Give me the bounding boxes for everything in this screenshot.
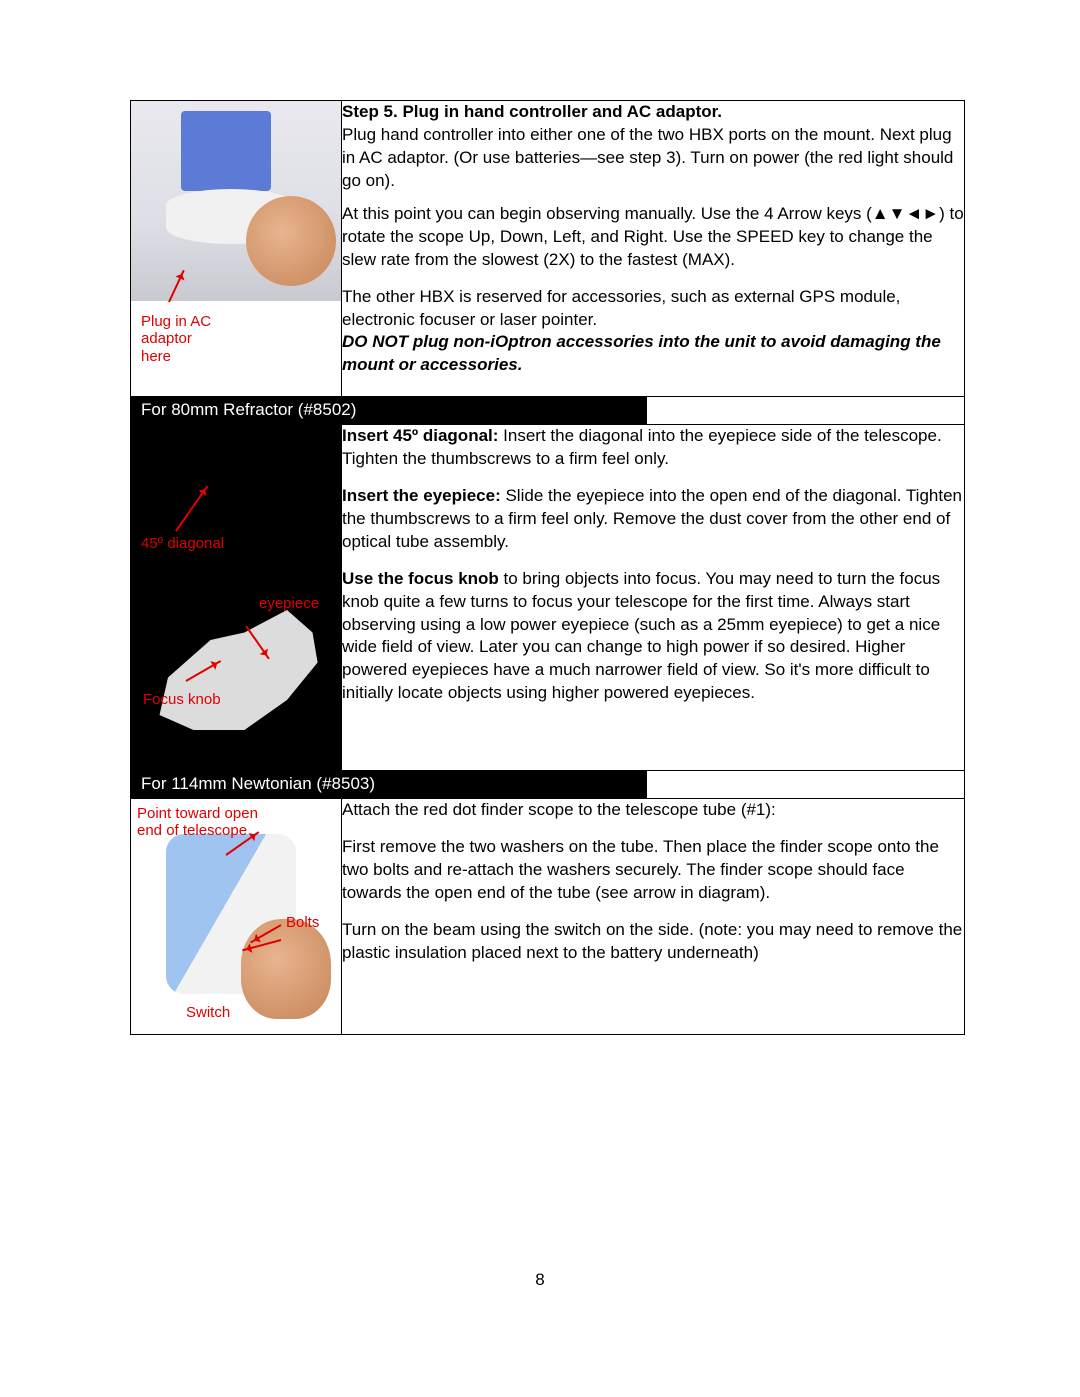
insert-diagonal-bold: Insert 45º diagonal:: [342, 426, 498, 445]
newtonian-subheader-cell: For 114mm Newtonian (#8503): [131, 770, 965, 798]
eyepiece-label: eyepiece: [259, 595, 319, 612]
finder-scope-p3: Turn on the beam using the switch on the…: [342, 919, 964, 965]
refractor-subheader: For 80mm Refractor (#8502): [131, 397, 647, 424]
newtonian-subheader: For 114mm Newtonian (#8503): [131, 771, 647, 798]
step5-title: Step 5. Plug in hand controller and AC a…: [342, 102, 722, 121]
refractor-text-cell: Insert 45º diagonal: Insert the diagonal…: [342, 424, 965, 770]
finder-scope-p2: First remove the two washers on the tube…: [342, 836, 964, 905]
newtonian-image-cell: Point toward open end of telescope Bolts…: [131, 798, 342, 1034]
step5-image-cell: Plug in AC adaptor here: [131, 101, 342, 397]
manual-page: Plug in AC adaptor here Step 5. Plug in …: [0, 0, 1080, 1397]
newtonian-text-cell: Attach the red dot finder scope to the t…: [342, 798, 965, 1034]
mount-photo-placeholder: [131, 101, 341, 301]
point-open-end-label: Point toward open end of telescope: [137, 805, 258, 840]
plug-ac-label: Plug in AC adaptor here: [141, 313, 211, 365]
bolts-label: Bolts: [286, 914, 319, 931]
refractor-subheader-cell: For 80mm Refractor (#8502): [131, 397, 965, 425]
instruction-table: Plug in AC adaptor here Step 5. Plug in …: [130, 100, 965, 1035]
step5-p3: The other HBX is reserved for accessorie…: [342, 287, 900, 329]
step5-p1: Plug hand controller into either one of …: [342, 125, 953, 190]
step5-warning: DO NOT plug non-iOptron accessories into…: [342, 332, 941, 374]
page-number: 8: [0, 1269, 1080, 1292]
switch-label: Switch: [186, 1004, 230, 1021]
diagonal-label: 45º diagonal: [141, 535, 224, 552]
refractor-photo-placeholder: 45º diagonal eyepiece Focus knob: [131, 425, 341, 770]
focus-knob-text: to bring objects into focus. You may nee…: [342, 569, 940, 703]
step5-text-cell: Step 5. Plug in hand controller and AC a…: [342, 101, 965, 397]
refractor-image-cell: 45º diagonal eyepiece Focus knob: [131, 424, 342, 770]
focus-knob-label: Focus knob: [143, 691, 221, 708]
insert-eyepiece-bold: Insert the eyepiece:: [342, 486, 501, 505]
step5-p2: At this point you can begin observing ma…: [342, 203, 964, 272]
focus-knob-bold: Use the focus knob: [342, 569, 499, 588]
finder-scope-p1: Attach the red dot finder scope to the t…: [342, 799, 964, 822]
newtonian-photo-placeholder: Point toward open end of telescope Bolts…: [131, 799, 341, 1034]
